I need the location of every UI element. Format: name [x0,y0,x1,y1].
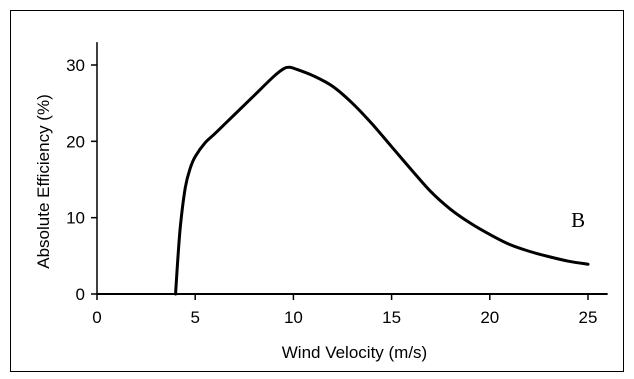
x-tick-label: 10 [284,308,303,327]
curve-label-annotation: B [571,208,585,232]
x-ticks: 0 5 10 15 20 25 [92,294,597,327]
x-tick-label: 15 [382,308,401,327]
y-tick-label: 10 [66,209,85,228]
x-axis-title: Wind Velocity (m/s) [282,343,427,362]
y-tick-label: 30 [66,56,85,75]
y-tick-label: 0 [76,285,85,304]
x-tick-label: 20 [480,308,499,327]
x-tick-label: 0 [92,308,101,327]
chart-frame [10,10,624,372]
efficiency-curve [174,65,590,296]
axes [96,42,608,295]
x-tick-label: 5 [190,308,199,327]
y-axis-title: Absolute Efficiency (%) [34,94,53,268]
y-tick-label: 20 [66,132,85,151]
y-ticks: 0 10 20 30 [66,56,97,304]
x-tick-label: 25 [579,308,598,327]
